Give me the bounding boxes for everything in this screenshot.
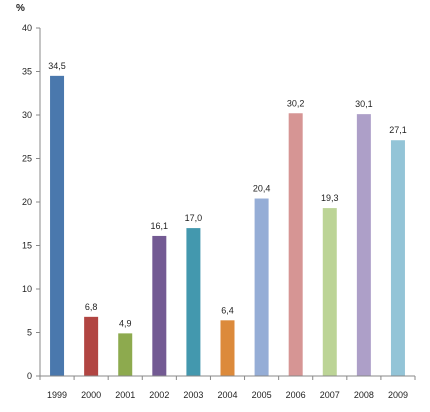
bar-2000: [84, 316, 99, 376]
y-tick-label: 25: [22, 154, 32, 164]
x-tick-label-2005: 2005: [252, 390, 272, 400]
bar-2003: [186, 228, 201, 376]
y-tick-label: 35: [22, 67, 32, 77]
y-tick-label: 20: [22, 197, 32, 207]
bar-2005: [254, 198, 269, 376]
bar-2002: [152, 235, 167, 376]
data-label-2006: 30,2: [287, 98, 305, 108]
y-tick-label: 40: [22, 23, 32, 33]
bars: [50, 75, 405, 376]
y-tick-label: 15: [22, 241, 32, 251]
bar-2007: [322, 208, 337, 376]
data-label-2009: 27,1: [389, 125, 407, 135]
data-label-2003: 17,0: [185, 213, 203, 223]
x-axis: 1999 2000 2001 2002 2003 2004 2005 2006 2007 2008…: [39, 375, 416, 400]
y-tick-label: 30: [22, 110, 32, 120]
data-label-1999: 34,5: [48, 61, 66, 71]
y-tick-label: 5: [27, 328, 32, 338]
bar-2001: [118, 333, 133, 376]
data-label-2004: 6,4: [221, 305, 234, 315]
x-tick-label-2002: 2002: [149, 390, 169, 400]
y-tick-label: 10: [22, 284, 32, 294]
data-label-2001: 4,9: [119, 318, 132, 328]
x-tick-label-2007: 2007: [320, 390, 340, 400]
y-axis-unit-label: %: [16, 3, 25, 14]
x-tick-label-2001: 2001: [115, 390, 135, 400]
bar-1999: [50, 75, 65, 376]
bar-2006: [288, 113, 303, 376]
x-tick-label-2003: 2003: [183, 390, 203, 400]
data-label-2005: 20,4: [253, 184, 271, 194]
x-tick-label-1999: 1999: [47, 390, 67, 400]
data-label-2000: 6,8: [85, 302, 98, 312]
bar-2009: [390, 140, 405, 376]
y-tick-label: 0: [27, 371, 32, 381]
bar-2008: [356, 114, 371, 376]
data-label-2008: 30,1: [355, 99, 373, 109]
x-tick-label-2006: 2006: [286, 390, 306, 400]
x-tick-label-2004: 2004: [217, 390, 237, 400]
x-tick-label-2009: 2009: [388, 390, 408, 400]
data-labels: 34,5 6,8 4,9 16,1 17,0 6,4 20,4 30,2 19,3 30,1 27,…: [48, 61, 406, 329]
x-tick-label-2000: 2000: [81, 390, 101, 400]
x-tick-label-2008: 2008: [354, 390, 374, 400]
bar-2004: [220, 320, 235, 376]
data-label-2007: 19,3: [321, 193, 339, 203]
data-label-2002: 16,1: [151, 221, 169, 231]
y-axis: 0 5 10 15 20 25 30 35 40: [22, 23, 41, 381]
